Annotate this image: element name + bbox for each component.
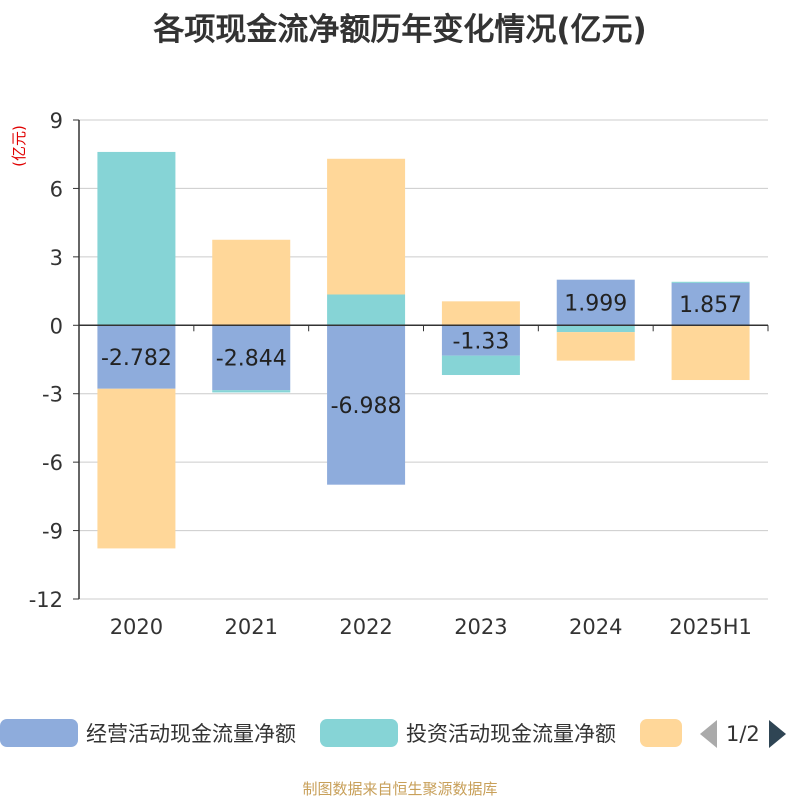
data-label-2022: -6.988 [331,394,402,419]
x-tick-label: 2022 [339,615,392,639]
bar-investing-2020 [97,151,176,326]
legend-label-investing: 投资活动现金流量净额 [406,722,616,746]
x-tick-label: 2025H1 [669,615,752,639]
bar-operating-2025H1 [671,282,750,326]
data-label-2025H1: 1.857 [679,293,742,318]
data-label-2020: -2.782 [101,346,172,371]
legend-item-investing[interactable]: 投资活动现金流量净额 [320,718,616,748]
bar-financing-2023 [441,301,520,326]
bar-financing-2021 [212,239,291,326]
bars [97,151,750,549]
bar-financing-2025H1 [671,325,750,381]
legend-swatch-operating [0,719,78,747]
legend-swatch-financing [640,719,682,747]
y-axis-label: (亿元) [10,125,28,167]
y-tick-label: 9 [50,109,63,133]
bar-financing-2022 [327,158,406,295]
y-tick-label: 3 [50,246,63,270]
x-tick-label: 2021 [225,615,278,639]
bar-investing-2021 [212,390,291,393]
x-tick-label: 2020 [110,615,163,639]
chevron-left-icon[interactable] [700,720,717,748]
y-tick-label: -3 [42,383,63,407]
data-source-note: 制图数据来自恒生聚源数据库 [302,780,498,798]
y-tick-label: 0 [50,314,63,338]
bar-operating-2022 [327,325,406,485]
bar-investing-2022 [327,294,406,326]
x-tick-label: 2024 [569,615,622,639]
bar-operating-2024 [556,279,635,326]
axes: 9 6 3 0 -3 -6 -9 -12 2020 2021 2022 2023 2024 2025H1 [29,109,769,639]
bar-investing-2024 [556,325,635,333]
legend: 经营活动现金流量净额 投资活动现金流量净额 1/2 [0,714,800,754]
chart-title: 各项现金流净额历年变化情况(亿元) [153,12,647,48]
x-tick-label: 2023 [454,615,507,639]
chevron-right-icon[interactable] [768,720,786,748]
bar-investing-2025H1 [671,281,750,283]
data-labels: -2.782 -2.844 -6.988 -1.33 1.999 1.857 [101,291,742,418]
legend-item-operating[interactable]: 经营活动现金流量净额 [0,718,296,748]
data-label-2024: 1.999 [564,291,627,316]
legend-pager: 1/2 [700,720,786,748]
data-label-2021: -2.844 [216,347,287,372]
legend-swatch-investing [320,719,398,747]
y-tick-label: -6 [42,451,63,475]
grid-lines [79,119,768,600]
bar-financing-2024 [556,332,635,361]
bar-operating-2023 [441,325,520,356]
y-tick-label: 6 [50,177,63,201]
bar-investing-2023 [441,355,520,376]
bar-operating-2021 [212,325,291,391]
legend-item-financing[interactable] [640,718,690,748]
bar-operating-2020 [97,325,176,389]
y-tick-label: -12 [29,588,63,612]
legend-page-indicator: 1/2 [726,722,760,746]
bar-financing-2020 [97,388,176,549]
legend-label-operating: 经营活动现金流量净额 [86,722,296,746]
data-label-2023: -1.33 [452,329,509,354]
y-tick-label: -9 [42,520,63,544]
